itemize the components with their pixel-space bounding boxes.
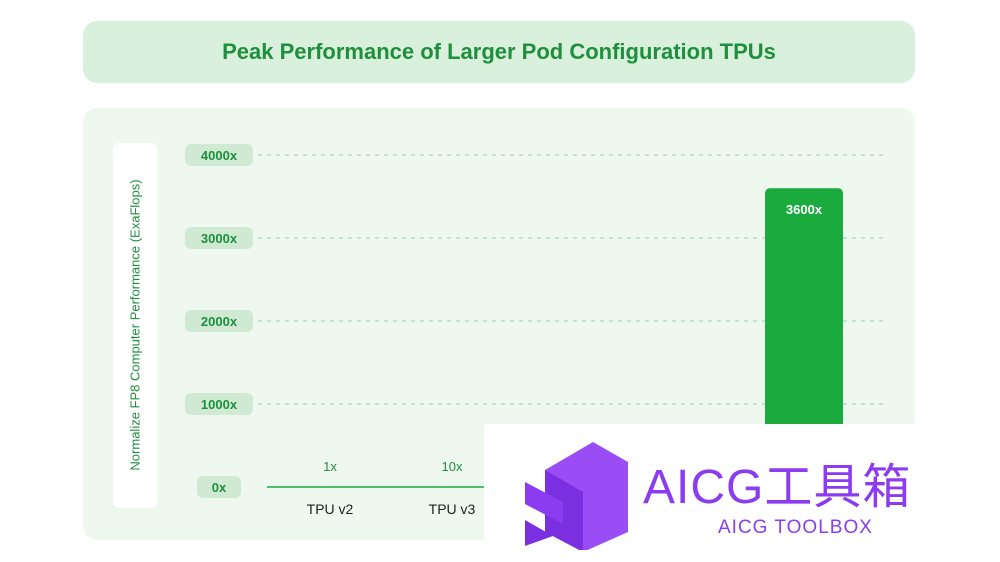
x-tick-label: TPU v2 xyxy=(307,501,354,517)
chart-title-bar: Peak Performance of Larger Pod Configura… xyxy=(83,21,915,83)
watermark-subtitle: AICG TOOLBOX xyxy=(718,517,873,538)
bar xyxy=(765,188,843,487)
chart-title: Peak Performance of Larger Pod Configura… xyxy=(222,39,776,64)
y-tick-label: 1000x xyxy=(201,397,238,412)
aicg-logo-icon xyxy=(525,442,628,550)
bar-value-label: 1x xyxy=(323,459,337,474)
y-tick-label: 2000x xyxy=(201,314,238,329)
y-axis-label-box xyxy=(113,143,157,508)
y-tick-label: 4000x xyxy=(201,148,238,163)
y-tick-label: 3000x xyxy=(201,231,238,246)
y-tick-pill xyxy=(185,227,253,249)
y-tick-pill xyxy=(185,144,253,166)
bar-value-label: 3600x xyxy=(786,202,823,217)
watermark-brand: AICG工具箱 xyxy=(643,461,912,514)
bar-value-label: 10x xyxy=(442,459,463,474)
y-tick-pill xyxy=(185,393,253,415)
y-tick-pill xyxy=(185,310,253,332)
y-tick-pill xyxy=(197,476,241,498)
x-tick-label: TPU v3 xyxy=(429,501,476,517)
y-tick-label: 0x xyxy=(212,480,227,495)
